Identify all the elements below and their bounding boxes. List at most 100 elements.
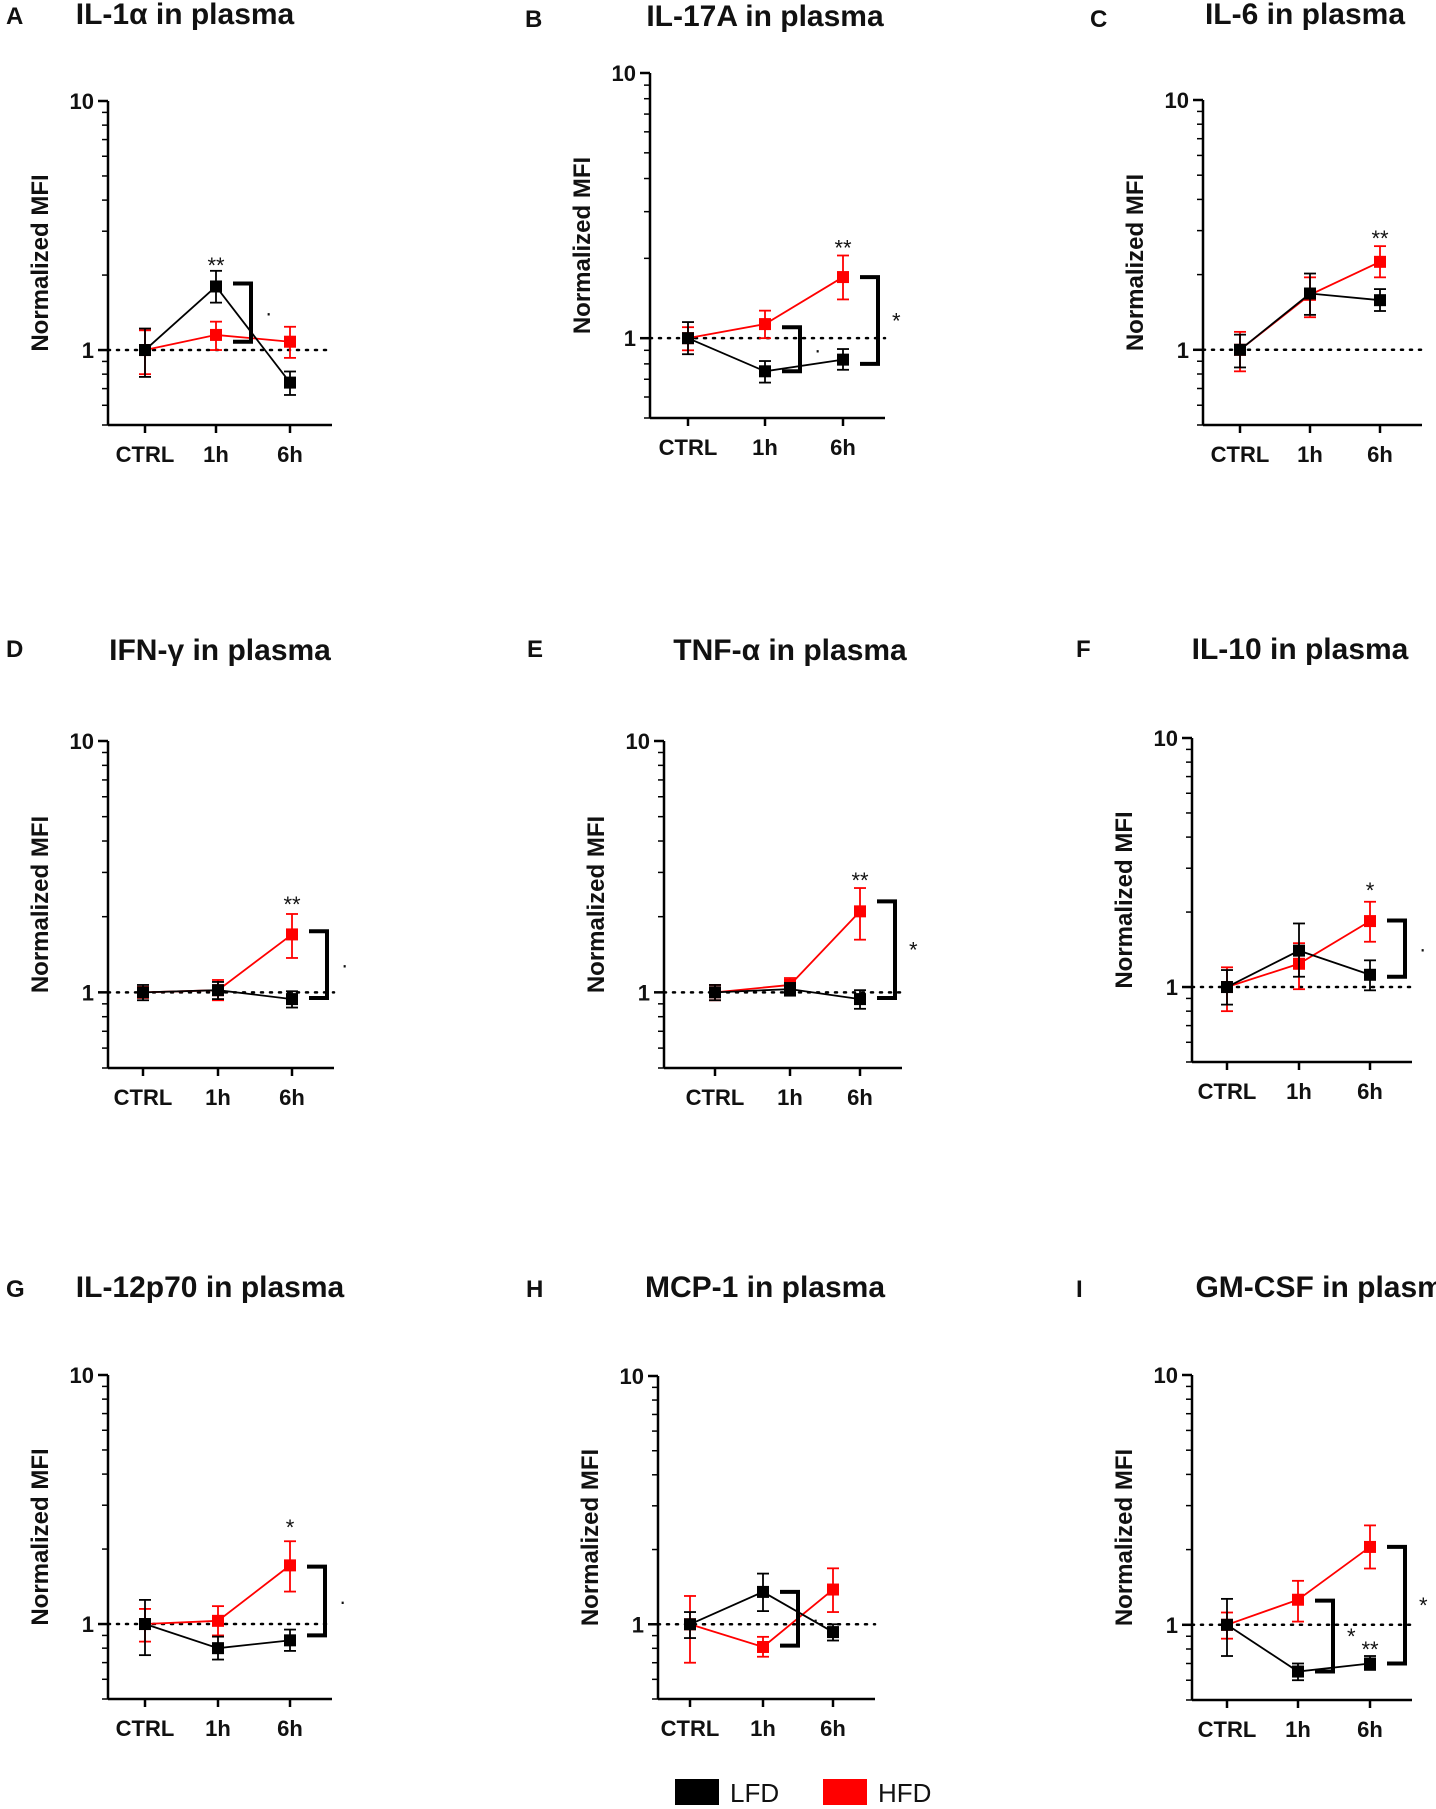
x-tick-label: CTRL — [114, 1085, 173, 1110]
chart-panel-h: H MCP-1 in plasma Normalized MFI 1 10 CTRL 1h 6… — [526, 1271, 885, 1741]
x-tick-label: CTRL — [116, 1716, 175, 1741]
panel-letter: E — [527, 636, 543, 663]
x-tick-label: CTRL — [659, 435, 718, 460]
data-point-hfd — [759, 318, 771, 331]
data-point-hfd — [284, 335, 296, 348]
bracket-label: * — [909, 938, 918, 963]
x-tick-label: 1h — [777, 1085, 803, 1110]
y-tick-label: 1 — [1166, 975, 1178, 1000]
bracket-label: · — [341, 953, 348, 978]
significance-mark: ** — [851, 868, 869, 893]
legend-swatch-hfd — [823, 1779, 867, 1805]
bracket-label: * — [1347, 1624, 1356, 1649]
chart-title: IL-10 in plasma — [1192, 633, 1409, 666]
chart-title: IFN-γ in plasma — [109, 634, 331, 667]
data-point-lfd — [286, 993, 298, 1006]
y-axis-label: Normalized MFI — [577, 1449, 604, 1626]
data-point-lfd — [757, 1585, 769, 1598]
x-tick-label: 6h — [1357, 1079, 1383, 1104]
bracket-label: * — [892, 308, 901, 333]
y-tick-label: 10 — [70, 729, 94, 754]
chart-panel-e: E TNF-α in plasma Normalized MFI 1 10 CTRL 1h 6… — [527, 634, 918, 1110]
data-point-lfd — [210, 280, 222, 293]
significance-mark: ** — [207, 253, 225, 278]
data-point-hfd — [757, 1640, 769, 1653]
y-tick-label: 1 — [82, 980, 94, 1005]
data-point-lfd — [284, 376, 296, 389]
y-axis-label: Normalized MFI — [1111, 811, 1138, 988]
data-point-lfd — [1221, 1618, 1233, 1631]
x-tick-label: CTRL — [1198, 1717, 1257, 1742]
y-axis-label: Normalized MFI — [1111, 1449, 1138, 1626]
chart-panel-b: B IL-17A in plasma Normalized MFI 1 10 CTRL 1h… — [525, 0, 901, 460]
data-point-lfd — [212, 984, 224, 997]
chart-title: IL-1α in plasma — [76, 0, 295, 31]
bracket-label: * — [1419, 1593, 1428, 1618]
legend-label-lfd: LFD — [730, 1778, 779, 1808]
data-point-lfd — [1374, 294, 1386, 307]
y-axis-label: Normalized MFI — [583, 816, 610, 993]
significance-mark: ** — [834, 235, 852, 260]
legend: LFD HFD — [675, 1778, 931, 1808]
data-point-lfd — [837, 353, 849, 366]
panel-letter: C — [1090, 6, 1107, 33]
bracket-label: · — [814, 337, 821, 362]
data-point-lfd — [284, 1634, 296, 1647]
significance-bracket — [233, 281, 253, 344]
significance-bracket — [309, 929, 329, 1000]
chart-panel-c: C IL-6 in plasma Normalized MFI 1 10 CTRL 1h 6h… — [1090, 0, 1424, 467]
data-point-hfd — [1374, 255, 1386, 268]
significance-mark: ** — [1361, 1637, 1379, 1662]
data-point-hfd — [837, 271, 849, 284]
bracket-label: · — [812, 1607, 819, 1632]
data-point-lfd — [1364, 1657, 1376, 1670]
chart-title: MCP-1 in plasma — [645, 1271, 885, 1304]
panel-letter: D — [6, 636, 23, 663]
data-point-lfd — [854, 993, 866, 1006]
significance-mark: ** — [1371, 226, 1389, 251]
x-tick-label: 1h — [752, 435, 778, 460]
y-axis-label: Normalized MFI — [27, 174, 54, 351]
y-tick-label: 1 — [1177, 338, 1189, 363]
significance-mark: ** — [283, 892, 301, 917]
panel-letter: I — [1076, 1276, 1083, 1303]
bracket-label: · — [265, 301, 272, 326]
x-tick-label: CTRL — [1211, 442, 1270, 467]
x-tick-label: 1h — [205, 1716, 231, 1741]
y-axis-label: Normalized MFI — [27, 1448, 54, 1625]
data-point-lfd — [784, 983, 796, 996]
significance-mark: * — [286, 1515, 295, 1540]
x-tick-label: 1h — [1285, 1717, 1311, 1742]
significance-bracket — [1315, 1598, 1335, 1674]
x-tick-label: 6h — [1367, 442, 1393, 467]
x-tick-label: 1h — [750, 1716, 776, 1741]
panel-letter: H — [526, 1276, 543, 1303]
data-point-hfd — [1364, 1540, 1376, 1553]
x-tick-label: CTRL — [116, 442, 175, 467]
chart-panel-i: I GM-CSF in plasma Normalized MFI 1 10 CTRL 1h… — [1076, 1271, 1436, 1742]
legend-swatch-lfd — [675, 1779, 719, 1805]
y-tick-label: 10 — [620, 1364, 644, 1389]
panel-letter: G — [6, 1276, 25, 1303]
y-tick-label: 1 — [1166, 1613, 1178, 1638]
bracket-label: · — [339, 1589, 346, 1614]
y-tick-label: 1 — [82, 1612, 94, 1637]
data-point-lfd — [137, 986, 149, 999]
data-point-hfd — [854, 905, 866, 918]
data-point-lfd — [684, 1618, 696, 1631]
y-tick-label: 1 — [624, 326, 636, 351]
x-tick-label: 6h — [1357, 1717, 1383, 1742]
data-point-hfd — [286, 928, 298, 941]
chart-panel-d: D IFN-γ in plasma Normalized MFI 1 10 CTRL 1h 6… — [6, 634, 348, 1110]
chart-panel-g: G IL-12p70 in plasma Normalized MFI 1 10 CTRL… — [6, 1271, 346, 1741]
y-tick-label: 10 — [70, 89, 94, 114]
data-point-lfd — [1292, 1665, 1304, 1678]
data-point-lfd — [1364, 968, 1376, 981]
x-tick-label: CTRL — [1198, 1079, 1257, 1104]
x-tick-label: 1h — [205, 1085, 231, 1110]
y-tick-label: 10 — [1154, 726, 1178, 751]
significance-bracket — [780, 1589, 800, 1648]
x-tick-label: 6h — [277, 442, 303, 467]
data-point-lfd — [1304, 287, 1316, 300]
x-tick-label: 6h — [830, 435, 856, 460]
